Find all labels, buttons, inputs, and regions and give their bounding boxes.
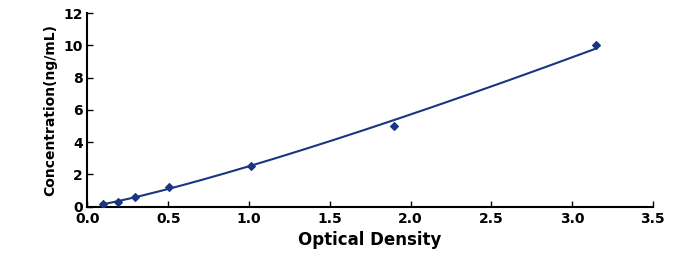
Y-axis label: Concentration(ng/mL): Concentration(ng/mL) xyxy=(44,24,58,196)
X-axis label: Optical Density: Optical Density xyxy=(298,231,442,249)
